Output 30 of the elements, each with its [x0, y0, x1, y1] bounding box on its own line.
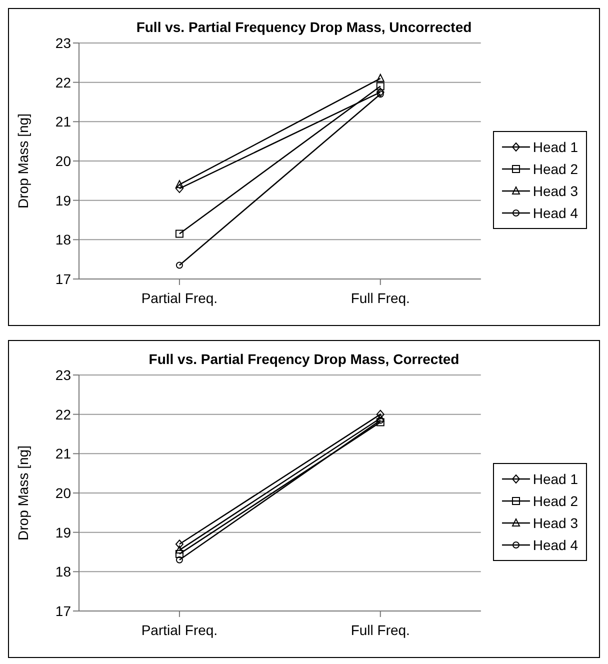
chart-title: Full vs. Partial Frequency Drop Mass, Uncorrected	[135, 18, 473, 35]
y-tick-label: 23	[55, 366, 72, 383]
y-tick-label: 19	[55, 524, 72, 540]
y-tick-label: 20	[55, 152, 72, 169]
x-tick-label: Full Freq.	[350, 290, 410, 306]
y-tick-label: 17	[55, 602, 72, 619]
legend-label: Head 1	[532, 471, 578, 487]
legend-label: Head 1	[532, 139, 578, 155]
x-tick-label: Partial Freq.	[141, 622, 218, 638]
y-tick-label: 22	[55, 406, 72, 422]
y-tick-label: 18	[55, 564, 72, 580]
y-axis-title: Drop Mass [ng]	[14, 114, 31, 208]
y-axis-title: Drop Mass [ng]	[14, 446, 31, 540]
legend-label: Head 2	[532, 161, 578, 177]
legend-label: Head 3	[532, 515, 578, 531]
y-tick-label: 21	[55, 446, 72, 462]
y-tick-label: 23	[55, 34, 72, 51]
legend-label: Head 4	[532, 205, 578, 221]
chart-title: Full vs. Partial Freqency Drop Mass, Corrected	[148, 350, 460, 367]
y-tick-label: 20	[55, 484, 72, 501]
y-tick-label: 17	[55, 270, 72, 287]
y-tick-label: 19	[55, 192, 72, 208]
legend-label: Head 3	[532, 183, 578, 199]
x-tick-label: Partial Freq.	[141, 290, 218, 306]
legend-label: Head 2	[532, 493, 578, 509]
x-tick-label: Full Freq.	[350, 622, 410, 638]
y-tick-label: 21	[55, 114, 72, 130]
y-tick-label: 18	[55, 232, 72, 248]
legend-label: Head 4	[532, 537, 578, 553]
y-tick-label: 22	[55, 74, 72, 90]
